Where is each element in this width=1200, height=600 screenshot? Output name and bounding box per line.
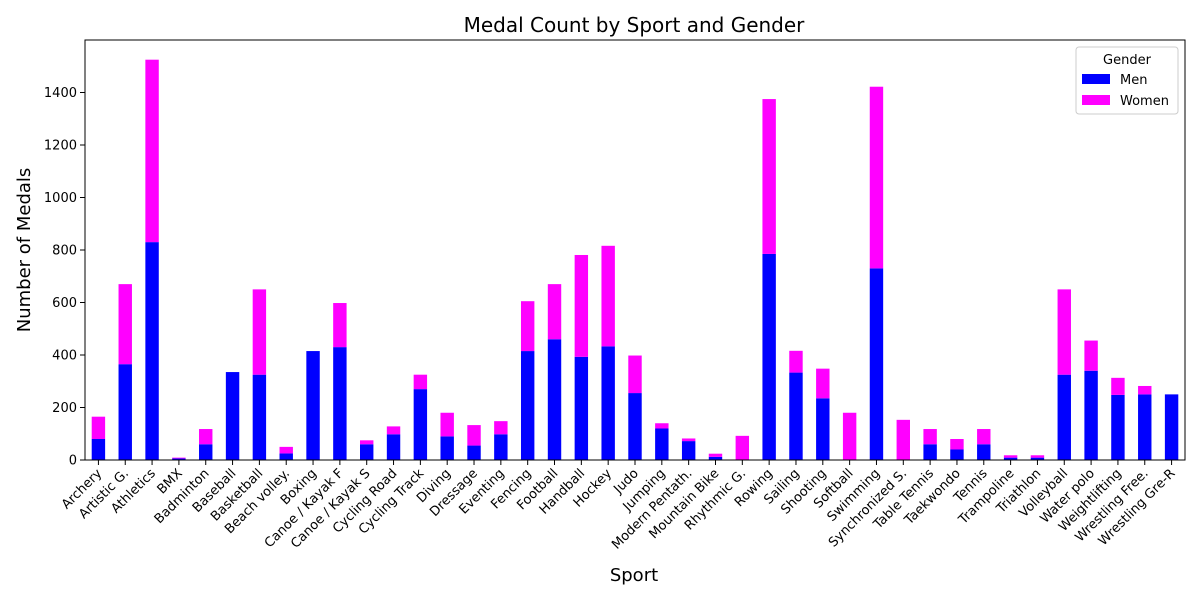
bar-women-16 <box>520 301 535 352</box>
y-tick-label: 800 <box>52 244 77 259</box>
bar-men-32 <box>950 449 964 460</box>
y-tick-label: 400 <box>52 349 77 364</box>
bar-men-16 <box>520 351 535 460</box>
bar-men-37 <box>1084 370 1098 460</box>
bar-men-22 <box>681 441 696 460</box>
y-tick-label: 0 <box>69 454 77 469</box>
legend: Gender Men Women <box>1075 46 1179 115</box>
y-axis-label: Number of Medals <box>14 168 35 333</box>
bar-men-23 <box>708 456 723 460</box>
y-tick-label: 200 <box>52 401 77 416</box>
bar-men-35 <box>1030 457 1045 460</box>
bar-women-13 <box>440 412 454 437</box>
bar-men-2 <box>145 242 159 460</box>
bar-women-33 <box>977 429 991 445</box>
bar-men-14 <box>467 445 481 460</box>
bar-women-2 <box>145 59 159 243</box>
bar-women-26 <box>789 350 803 373</box>
bar-men-33 <box>977 444 991 460</box>
bar-women-3 <box>172 457 186 459</box>
bar-women-20 <box>628 355 642 394</box>
bar-men-5 <box>225 372 240 460</box>
bar-men-17 <box>547 339 562 460</box>
bar-men-34 <box>1003 457 1018 460</box>
bar-men-36 <box>1057 374 1071 460</box>
y-tick-label: 1000 <box>44 191 77 206</box>
legend-label-men: Men <box>1120 73 1147 88</box>
bar-men-19 <box>601 346 615 460</box>
bar-men-21 <box>655 428 669 460</box>
bar-men-27 <box>816 398 830 460</box>
bar-men-1 <box>118 364 132 460</box>
bar-men-26 <box>789 372 803 460</box>
bar-men-4 <box>199 444 213 460</box>
y-tick-label: 600 <box>52 296 77 311</box>
bar-men-3 <box>172 458 186 460</box>
bar-women-37 <box>1084 340 1098 371</box>
y-tick-label: 1400 <box>44 86 77 101</box>
bar-women-36 <box>1057 289 1071 375</box>
y-tick-label: 1200 <box>44 139 77 154</box>
bars-group <box>91 59 1179 460</box>
bar-women-12 <box>413 374 428 390</box>
bar-women-1 <box>118 284 132 365</box>
bar-women-17 <box>547 284 562 340</box>
bar-women-32 <box>950 439 964 450</box>
bar-men-12 <box>413 389 428 460</box>
bar-women-18 <box>574 254 589 357</box>
bar-women-39 <box>1138 385 1152 395</box>
bar-women-28 <box>842 412 857 460</box>
bar-women-35 <box>1030 455 1045 458</box>
bar-men-11 <box>386 434 401 460</box>
bar-women-27 <box>816 368 830 399</box>
bar-men-10 <box>360 444 374 460</box>
bar-women-29 <box>869 86 884 269</box>
bar-men-0 <box>91 439 106 460</box>
legend-title: Gender <box>1103 53 1152 68</box>
bar-women-7 <box>279 446 293 454</box>
bar-men-8 <box>306 351 320 460</box>
bar-women-24 <box>735 435 750 460</box>
bar-men-29 <box>869 268 884 460</box>
bar-women-9 <box>333 303 347 348</box>
bar-women-23 <box>708 453 723 457</box>
chart-title: Medal Count by Sport and Gender <box>464 13 806 37</box>
bar-men-39 <box>1138 394 1152 460</box>
bar-women-34 <box>1003 455 1018 458</box>
bar-men-31 <box>923 444 937 460</box>
bar-women-21 <box>655 423 669 429</box>
bar-women-38 <box>1111 377 1125 395</box>
bar-women-0 <box>91 416 106 439</box>
bar-women-25 <box>762 99 776 254</box>
bar-women-31 <box>923 429 937 445</box>
bar-men-6 <box>252 374 267 460</box>
legend-swatch-men <box>1082 74 1110 84</box>
bar-men-25 <box>762 253 776 460</box>
bar-men-9 <box>333 347 347 460</box>
legend-label-women: Women <box>1120 94 1169 109</box>
bar-women-19 <box>601 245 615 347</box>
bar-men-20 <box>628 393 642 460</box>
bar-women-30 <box>896 419 910 460</box>
bar-women-6 <box>252 289 267 375</box>
y-axis: 0 200 400 600 800 1000 1200 1400 <box>44 86 85 469</box>
x-axis-label: Sport <box>610 565 658 586</box>
bar-women-10 <box>360 440 374 445</box>
bar-women-15 <box>494 421 508 435</box>
bar-women-14 <box>467 425 481 446</box>
bar-men-38 <box>1111 394 1125 460</box>
legend-swatch-women <box>1082 95 1110 105</box>
bar-men-7 <box>279 453 293 460</box>
bar-men-15 <box>494 434 508 460</box>
bar-men-18 <box>574 356 589 460</box>
bar-men-40 <box>1164 394 1179 460</box>
bar-women-4 <box>199 429 213 445</box>
bar-men-13 <box>440 436 454 460</box>
bar-women-11 <box>386 426 401 435</box>
bar-women-22 <box>681 438 696 442</box>
